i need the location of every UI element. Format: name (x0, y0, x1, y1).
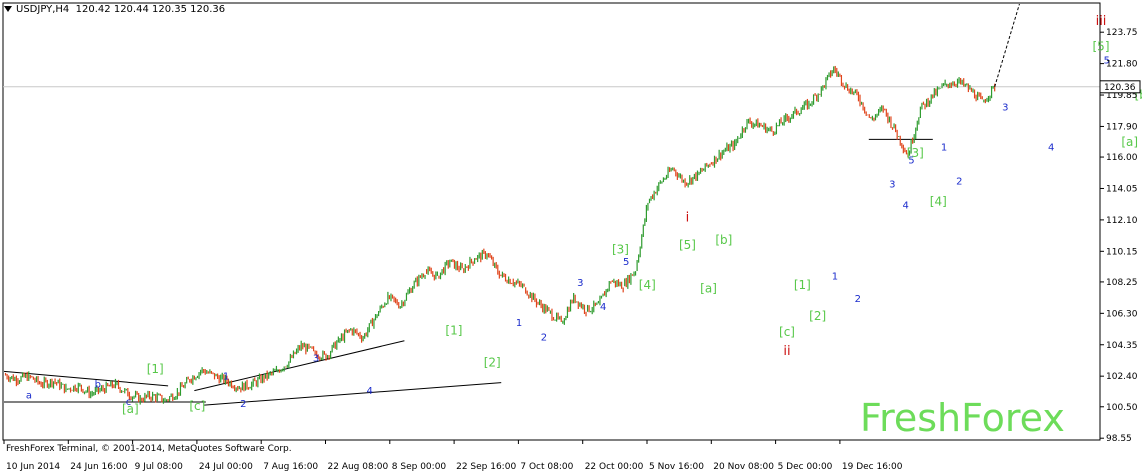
wave-label: 3 (889, 180, 895, 191)
trendline (3, 370, 169, 387)
y-tick-label: 100.50 (1106, 403, 1138, 413)
wave-label: [b] (1135, 88, 1142, 102)
x-tick-label: 7 Oct 08:00 (520, 462, 573, 472)
x-tick-label: 24 Jun 16:00 (70, 462, 127, 472)
current-price-tag: 120.36 (1099, 80, 1141, 94)
wave-label: 1 (941, 143, 947, 154)
wave-label: 2 (541, 333, 547, 344)
wave-label: [b] (715, 233, 732, 247)
ohlc-values: 120.42 120.44 120.35 120.36 (75, 4, 226, 15)
wave-label: [1] (147, 362, 164, 376)
trendline (194, 340, 405, 392)
wave-label: [a] (700, 281, 717, 295)
wave-label: i (686, 211, 690, 226)
wave-labels: [a] [c][1]acb1234[1][2]1234[3]5[4][5]i[b]… (26, 14, 1142, 416)
trendline (204, 382, 502, 406)
wave-label: 3 (1002, 102, 1008, 113)
wave-label: a (26, 391, 32, 402)
wave-label: [4] (639, 278, 656, 292)
wave-label: 1 (223, 371, 229, 382)
wave-label: 1 (516, 318, 522, 329)
wave-label: [5] (1093, 40, 1110, 54)
x-tick-label: 9 Jul 08:00 (135, 462, 184, 472)
y-tick-label: 123.75 (1106, 28, 1138, 38)
wave-label: 4 (366, 386, 372, 397)
x-tick-label: 10 Jun 2014 (6, 462, 60, 472)
y-tick-label: 108.25 (1106, 278, 1138, 288)
plot-area (2, 2, 1101, 441)
y-tick-label: 114.05 (1106, 184, 1138, 194)
wave-label: 1 (832, 272, 838, 283)
symbol-label: USDJPY,H4 (16, 4, 70, 15)
x-axis: 10 Jun 2014 24 Jun 16:00 9 Jul 08:00 24 Jul… (3, 440, 903, 472)
wave-label: 4 (1048, 143, 1054, 154)
y-tick-label: 102.40 (1106, 372, 1138, 382)
wave-label: 5 (623, 257, 629, 268)
x-tick-label: 24 Jul 00:00 (199, 462, 253, 472)
wave-label: iii (1096, 14, 1107, 29)
wave-label: [c] (779, 325, 795, 339)
wave-label: [c] (189, 399, 205, 413)
wave-label: 2 (240, 399, 246, 410)
projection-line (994, 3, 1020, 87)
y-tick-label: 117.90 (1106, 122, 1138, 132)
wave-label: [a] (122, 402, 139, 416)
wave-label: c (126, 397, 132, 408)
x-tick-label: 19 Dec 16:00 (842, 462, 903, 472)
price-series (4, 65, 996, 405)
x-tick-label: 7 Aug 16:00 (263, 462, 318, 472)
wave-label: [4] (930, 194, 947, 208)
wave-label: [3] (612, 243, 629, 257)
wave-label: [5] (679, 238, 696, 252)
wave-label: [1] (445, 323, 462, 337)
wave-label: [2] (809, 309, 826, 323)
x-tick-label: 22 Aug 08:00 (328, 462, 389, 472)
wave-label: 2 (956, 176, 962, 187)
wave-label: [3] (907, 146, 924, 160)
current-price-text: 120.36 (1104, 83, 1136, 93)
wave-label: 3 (313, 354, 319, 365)
y-axis: 123.75 121.80 119.85 117.90 116.00 114.05 112.… (1100, 28, 1138, 444)
x-tick-label: 20 Nov 08:00 (713, 462, 774, 472)
x-tick-label: 8 Sep 00:00 (392, 462, 447, 472)
y-tick-label: 116.00 (1106, 153, 1138, 163)
wave-label: 3 (577, 278, 583, 289)
y-tick-label: 110.15 (1106, 247, 1138, 257)
y-tick-label: 106.30 (1106, 309, 1138, 319)
x-tick-label: 22 Oct 00:00 (585, 462, 644, 472)
copyright-text: FreshForex Terminal, © 2001-2014, MetaQu… (6, 444, 292, 454)
x-tick-label: 5 Dec 00:00 (778, 462, 833, 472)
wave-label: 4 (903, 201, 909, 212)
wave-label: [a] (1121, 135, 1138, 149)
y-tick-label: 119.85 (1106, 91, 1138, 101)
y-tick-label: 121.80 (1106, 60, 1138, 70)
chevron-down-icon[interactable] (4, 6, 12, 12)
wave-label: [1] (794, 278, 811, 292)
brand-watermark: FreshForex (860, 396, 1065, 440)
y-tick-label: 104.35 (1106, 341, 1138, 351)
chart-header: USDJPY,H4 120.42 120.44 120.35 120.36 (4, 4, 225, 15)
wave-label: 2 (855, 294, 861, 305)
wave-label: b (95, 379, 101, 390)
x-tick-label: 5 Nov 16:00 (649, 462, 704, 472)
wave-label: ii (783, 344, 790, 359)
wave-label: 5 (908, 156, 914, 167)
wave-label: 5 (1104, 56, 1110, 67)
y-tick-label: 98.55 (1106, 434, 1132, 444)
x-tick-label: 22 Sep 16:00 (456, 462, 516, 472)
wave-label: [2] (484, 356, 501, 370)
wave-label: 4 (600, 302, 606, 313)
y-tick-label: 112.10 (1106, 216, 1138, 226)
